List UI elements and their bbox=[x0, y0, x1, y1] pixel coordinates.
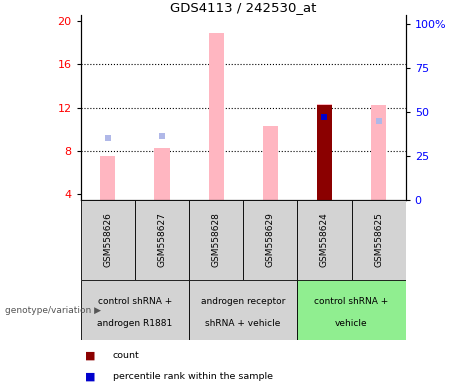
Text: percentile rank within the sample: percentile rank within the sample bbox=[113, 372, 273, 381]
Bar bbox=[154, 147, 170, 200]
Text: GSM558626: GSM558626 bbox=[103, 213, 112, 267]
Bar bbox=[135, 200, 189, 280]
Text: ■: ■ bbox=[85, 350, 96, 360]
Bar bbox=[81, 280, 189, 340]
Bar bbox=[317, 104, 332, 200]
Bar bbox=[263, 126, 278, 200]
Bar bbox=[189, 200, 243, 280]
Text: control shRNA +: control shRNA + bbox=[314, 297, 389, 306]
Text: control shRNA +: control shRNA + bbox=[98, 297, 172, 306]
Bar bbox=[371, 105, 386, 200]
Bar bbox=[297, 280, 406, 340]
Text: ■: ■ bbox=[85, 371, 96, 381]
Title: GDS4113 / 242530_at: GDS4113 / 242530_at bbox=[170, 1, 316, 14]
Text: GSM558629: GSM558629 bbox=[266, 213, 275, 267]
Text: GSM558624: GSM558624 bbox=[320, 213, 329, 267]
Text: GSM558625: GSM558625 bbox=[374, 213, 383, 267]
Bar bbox=[189, 280, 297, 340]
Bar bbox=[81, 200, 135, 280]
Text: androgen R1881: androgen R1881 bbox=[97, 319, 172, 328]
Bar bbox=[100, 156, 115, 200]
Text: vehicle: vehicle bbox=[335, 319, 368, 328]
Text: GSM558628: GSM558628 bbox=[212, 213, 221, 267]
Text: genotype/variation ▶: genotype/variation ▶ bbox=[5, 306, 100, 314]
Text: count: count bbox=[113, 351, 140, 360]
Text: androgen receptor: androgen receptor bbox=[201, 297, 285, 306]
Bar bbox=[352, 200, 406, 280]
Bar bbox=[208, 33, 224, 200]
Bar bbox=[317, 105, 332, 200]
Bar bbox=[297, 200, 352, 280]
Text: GSM558627: GSM558627 bbox=[157, 213, 166, 267]
Bar bbox=[243, 200, 297, 280]
Text: shRNA + vehicle: shRNA + vehicle bbox=[206, 319, 281, 328]
